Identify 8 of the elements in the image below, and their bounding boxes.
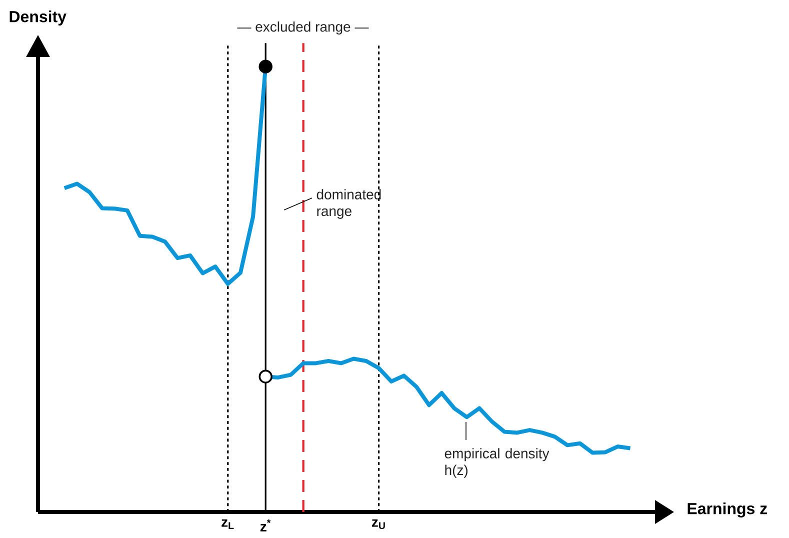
x-axis-title: Earnings z [688, 502, 768, 518]
y-axis-title: Density [10, 10, 66, 26]
x-tick-label: z$_{L}$ [222, 519, 234, 529]
annotation: empirical density h(z) [444, 448, 550, 478]
x-tick-label: z$^{*}$ [260, 519, 271, 532]
annotation: dominated range [316, 189, 381, 219]
text: — excluded range — [237, 21, 369, 35]
x-tick-label: z$_{U}$ [372, 519, 385, 530]
